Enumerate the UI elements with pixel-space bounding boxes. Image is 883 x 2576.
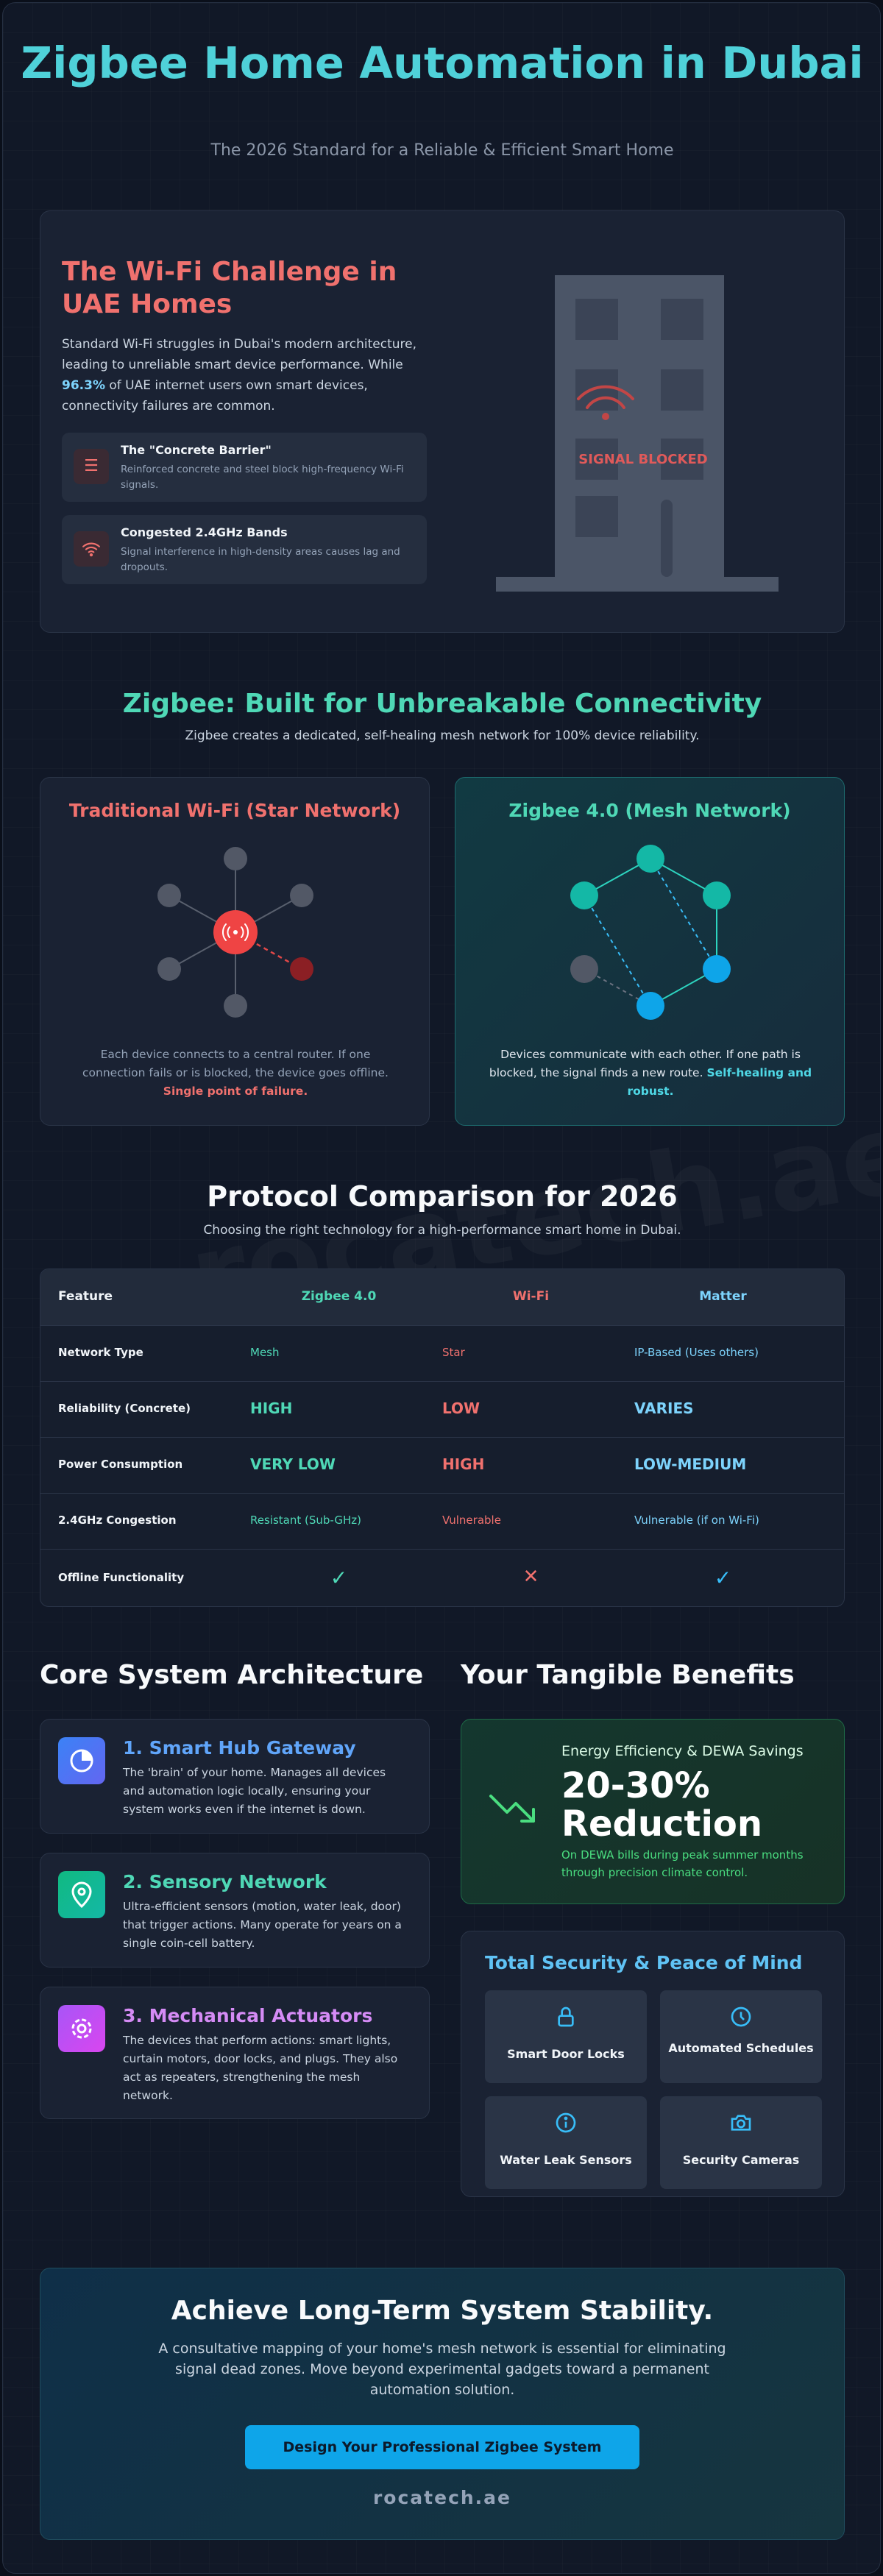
info-icon bbox=[556, 2112, 576, 2133]
star-network-card: Traditional Wi-Fi (Star Network) bbox=[40, 777, 430, 1126]
row-feature: 2.4GHz Congestion bbox=[58, 1514, 177, 1527]
row-feature: Power Consumption bbox=[58, 1458, 183, 1471]
table-row: Power Consumption VERY LOW HIGH LOW-MEDI… bbox=[40, 1437, 844, 1493]
row-matter: VARIES bbox=[634, 1399, 694, 1417]
gear-icon bbox=[58, 2005, 105, 2052]
row-wifi: Vulnerable bbox=[442, 1514, 501, 1527]
feature-cameras: Security Cameras bbox=[660, 2096, 822, 2189]
check-icon: ✓ bbox=[330, 1566, 348, 1590]
mesh-network-title: Zigbee 4.0 (Mesh Network) bbox=[508, 800, 791, 821]
row-zigbee: VERY LOW bbox=[250, 1455, 336, 1473]
feature-smart-locks: Smart Door Locks bbox=[485, 1990, 647, 2083]
cta-card bbox=[40, 2268, 845, 2540]
arch-item-desc: The 'brain' of your home. Manages all de… bbox=[123, 1766, 386, 1816]
wifi-icon bbox=[74, 531, 109, 567]
row-matter: Vulnerable (if on Wi-Fi) bbox=[634, 1514, 759, 1527]
energy-savings-card: Energy Efficiency & DEWA Savings 20-30% R… bbox=[461, 1719, 845, 1904]
row-wifi: LOW bbox=[442, 1399, 480, 1417]
lock-icon bbox=[558, 2006, 574, 2027]
page-subtitle: The 2026 Standard for a Reliable & Effic… bbox=[210, 141, 674, 160]
row-feature: Network Type bbox=[58, 1346, 143, 1359]
feature-schedules: Automated Schedules bbox=[660, 1990, 822, 2083]
benefits-title: Your Tangible Benefits bbox=[461, 1660, 795, 1690]
energy-value: 20-30% Reduction bbox=[561, 1765, 763, 1845]
feature-label: Water Leak Sensors bbox=[500, 2153, 632, 2167]
star-network-desc: Each device connects to a central router… bbox=[82, 1048, 389, 1098]
site-link[interactable]: rocatech.ae bbox=[372, 2487, 512, 2508]
security-title: Total Security & Peace of Mind bbox=[485, 1952, 803, 1973]
arch-item-title: 3. Mechanical Actuators bbox=[123, 2005, 373, 2026]
list-icon: ☰ bbox=[74, 449, 109, 484]
gateway-icon bbox=[58, 1737, 105, 1784]
feature-label: Smart Door Locks bbox=[507, 2047, 625, 2061]
congested-bands-item: Congested 2.4GHz Bands Signal interferen… bbox=[62, 515, 427, 584]
stat-highlight: 96.3% bbox=[62, 378, 105, 393]
arch-item-title: 1. Smart Hub Gateway bbox=[123, 1737, 356, 1759]
row-zigbee: Resistant (Sub-GHz) bbox=[250, 1514, 361, 1527]
camera-icon bbox=[731, 2115, 751, 2131]
row-matter: IP-Based (Uses others) bbox=[634, 1346, 759, 1359]
comparison-table: Feature Zigbee 4.0 Wi-Fi Matter Network … bbox=[40, 1269, 845, 1607]
table-row: Offline Functionality ✓ ✕ ✓ bbox=[40, 1549, 844, 1606]
row-wifi: HIGH bbox=[442, 1455, 485, 1473]
row-feature: Offline Functionality bbox=[58, 1571, 185, 1584]
star-network-diagram bbox=[157, 847, 313, 1018]
row-feature: Reliability (Concrete) bbox=[58, 1402, 191, 1415]
comparison-title: Protocol Comparison for 2026 bbox=[207, 1180, 678, 1213]
arch-item-desc: The devices that perform actions: smart … bbox=[123, 2034, 398, 2102]
star-network-title: Traditional Wi-Fi (Star Network) bbox=[68, 800, 401, 821]
clock-icon bbox=[731, 2006, 751, 2027]
arch-item-desc: Ultra-efficient sensors (motion, water l… bbox=[123, 1900, 402, 1950]
cta-title: Achieve Long-Term System Stability. bbox=[171, 2296, 714, 2326]
concrete-barrier-item: ☰ The "Concrete Barrier" Reinforced conc… bbox=[62, 433, 427, 502]
mesh-network-desc: Devices communicate with each other. If … bbox=[489, 1048, 812, 1098]
architecture-title: Core System Architecture bbox=[40, 1660, 424, 1690]
challenge-text: Standard Wi-Fi struggles in Dubai's mode… bbox=[62, 337, 416, 414]
feature-water-leak: Water Leak Sensors bbox=[485, 2096, 647, 2189]
table-header-row: Feature Zigbee 4.0 Wi-Fi Matter bbox=[40, 1269, 844, 1325]
feature-label: Security Cameras bbox=[682, 2153, 800, 2167]
location-pin-icon bbox=[58, 1871, 105, 1918]
row-zigbee: HIGH bbox=[250, 1399, 293, 1417]
trend-down-icon bbox=[489, 1795, 535, 1823]
header-feature: Feature bbox=[58, 1289, 113, 1304]
energy-desc: On DEWA bills during peak summer months … bbox=[561, 1848, 804, 1879]
arch-item-sensors: 2. Sensory Network Ultra-efficient senso… bbox=[40, 1853, 430, 1968]
header-wifi: Wi-Fi bbox=[512, 1289, 550, 1304]
item-desc: Reinforced concrete and steel block high… bbox=[121, 464, 404, 491]
row-wifi: Star bbox=[442, 1346, 465, 1359]
page-title: Zigbee Home Automation in Dubai bbox=[21, 38, 864, 88]
table-row: 2.4GHz Congestion Resistant (Sub-GHz) Vu… bbox=[40, 1493, 844, 1549]
energy-label: Energy Efficiency & DEWA Savings bbox=[561, 1743, 804, 1759]
cross-icon: ✕ bbox=[522, 1566, 539, 1588]
header-zigbee: Zigbee 4.0 bbox=[301, 1289, 377, 1304]
security-card: Total Security & Peace of Mind Smart Doo… bbox=[461, 1931, 845, 2197]
row-matter: LOW-MEDIUM bbox=[634, 1455, 747, 1473]
table-row: Network Type Mesh Star IP-Based (Uses ot… bbox=[40, 1325, 844, 1381]
arch-item-actuators: 3. Mechanical Actuators The devices that… bbox=[40, 1987, 430, 2119]
design-system-button[interactable]: Design Your Professional Zigbee System bbox=[245, 2425, 639, 2469]
connectivity-subtitle: Zigbee creates a dedicated, self-healing… bbox=[185, 728, 700, 743]
mesh-network-card: Zigbee 4.0 (Mesh Network) Devices commun… bbox=[455, 777, 845, 1126]
arch-item-title: 2. Sensory Network bbox=[123, 1871, 327, 1892]
cta-text: A consultative mapping of your home's me… bbox=[158, 2341, 726, 2398]
table-row: Reliability (Concrete) HIGH LOW VARIES bbox=[40, 1381, 844, 1437]
challenge-title: The Wi-Fi Challenge in UAE Homes bbox=[62, 257, 397, 319]
signal-blocked-label: SIGNAL BLOCKED bbox=[578, 452, 708, 467]
comparison-subtitle: Choosing the right technology for a high… bbox=[203, 1223, 681, 1238]
item-desc: Signal interference in high-density area… bbox=[121, 546, 400, 573]
building-illustration bbox=[496, 275, 779, 592]
item-title: The "Concrete Barrier" bbox=[121, 443, 272, 457]
row-zigbee: Mesh bbox=[250, 1346, 280, 1359]
check-icon: ✓ bbox=[714, 1566, 732, 1590]
item-title: Congested 2.4GHz Bands bbox=[121, 525, 288, 539]
arch-item-hub: 1. Smart Hub Gateway The 'brain' of your… bbox=[40, 1719, 430, 1834]
connectivity-title: Zigbee: Built for Unbreakable Connectivi… bbox=[122, 689, 762, 719]
feature-label: Automated Schedules bbox=[668, 2041, 814, 2055]
mesh-network-diagram bbox=[570, 845, 731, 1020]
header-matter: Matter bbox=[699, 1289, 747, 1304]
